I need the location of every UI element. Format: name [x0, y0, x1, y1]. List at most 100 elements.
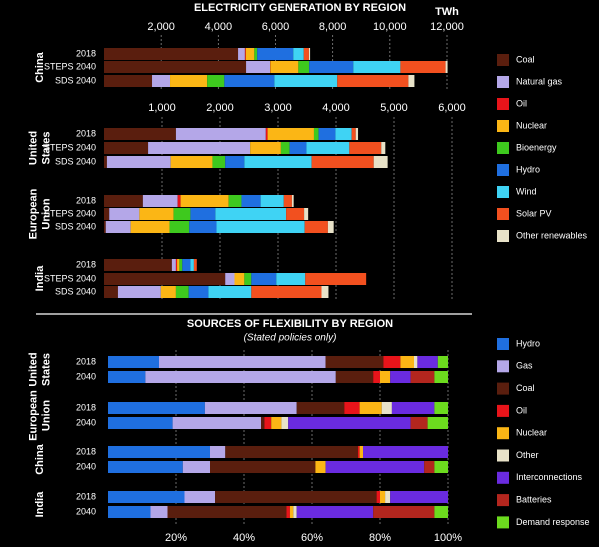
- bar-segment: [344, 402, 360, 414]
- bar-segment: [145, 371, 336, 383]
- bar-segment: [108, 371, 146, 383]
- bar-segment: [117, 286, 161, 298]
- x-tick-label: 8,000: [319, 21, 347, 33]
- bar-segment: [427, 417, 448, 429]
- category-label: SDS 2040: [55, 156, 96, 166]
- bar-segment: [303, 48, 309, 60]
- bar-segment: [381, 402, 392, 414]
- legend-label: Gas: [516, 361, 533, 371]
- bar-segment: [189, 221, 217, 233]
- bar-segment: [335, 371, 374, 383]
- region-label-line: United: [27, 352, 39, 386]
- legend-label: Wind: [516, 186, 537, 196]
- bar-segment: [289, 142, 307, 154]
- legend-swatch: [497, 360, 509, 373]
- bar-segment: [381, 142, 386, 154]
- bar-segment: [373, 371, 380, 383]
- bar-segment: [104, 48, 239, 60]
- legend-swatch: [497, 54, 509, 66]
- bar-segment: [177, 195, 181, 207]
- bar-segment: [108, 417, 173, 429]
- bar-segment: [260, 195, 284, 207]
- bar-segment: [167, 506, 287, 518]
- category-label: 2018: [76, 128, 96, 138]
- bar-segment: [190, 208, 216, 220]
- bar-segment: [225, 273, 235, 285]
- legend-label: Nuclear: [516, 428, 547, 438]
- legend-swatch: [497, 76, 509, 88]
- bar-segment: [408, 75, 415, 87]
- bar-segment: [308, 48, 311, 60]
- x-tick-label: 40%: [233, 532, 255, 544]
- region-label: EuropeanUnion: [27, 188, 52, 239]
- category-label: 2018: [76, 48, 96, 58]
- bar-segment: [177, 259, 180, 271]
- bar-segment: [215, 491, 377, 503]
- x-tick-label: 4,000: [322, 102, 350, 114]
- bar-segment: [385, 491, 391, 503]
- unit-label: TWh: [435, 6, 459, 18]
- region-label-line: China: [34, 443, 46, 474]
- x-tick-label: 60%: [301, 532, 323, 544]
- legend-swatch: [497, 516, 509, 529]
- legend-swatch: [497, 186, 509, 198]
- category-label: 2018: [76, 259, 96, 269]
- bar-segment: [104, 128, 176, 140]
- bar-segment: [400, 356, 414, 368]
- bar-segment: [289, 506, 294, 518]
- bar-segment: [106, 156, 171, 168]
- legend-label: Other renewables: [516, 230, 588, 240]
- region-label-line: Union: [40, 400, 52, 431]
- bar-segment: [373, 506, 435, 518]
- legend-label: Interconnections: [516, 472, 583, 482]
- bar-segment: [291, 195, 294, 207]
- category-label: SDS 2040: [55, 286, 96, 296]
- bar-segment: [170, 156, 213, 168]
- legend-label: Demand response: [516, 517, 590, 527]
- bar-segment: [414, 356, 418, 368]
- bar-segment: [173, 208, 191, 220]
- bar-segment: [179, 259, 183, 271]
- x-tick-label: 5,000: [380, 102, 408, 114]
- x-tick-label: 2,000: [206, 102, 234, 114]
- category-label: SDS 2040: [55, 75, 96, 85]
- bar-segment: [305, 273, 367, 285]
- bar-segment: [261, 417, 265, 429]
- region-label: China: [34, 51, 46, 82]
- x-tick-label: 20%: [165, 532, 187, 544]
- bar-segment: [270, 61, 299, 73]
- bar-segment: [318, 128, 336, 140]
- bar-segment: [337, 75, 409, 87]
- chart-subtitle: (Stated policies only): [244, 333, 337, 344]
- bar-segment: [304, 208, 309, 220]
- region-label-line: European: [27, 188, 39, 239]
- bar-segment: [234, 273, 245, 285]
- region-label: India: [34, 265, 46, 292]
- legend-label: Oil: [516, 98, 527, 108]
- bar-segment: [251, 273, 277, 285]
- bar-segment: [264, 417, 272, 429]
- bar-segment: [150, 506, 168, 518]
- bar-segment: [104, 221, 106, 233]
- bar-segment: [349, 142, 382, 154]
- bar-segment: [160, 286, 176, 298]
- bar-segment: [159, 356, 326, 368]
- bar-segment: [383, 356, 401, 368]
- bar-segment: [104, 156, 107, 168]
- region-label-line: Union: [40, 198, 52, 229]
- bar-segment: [286, 506, 290, 518]
- category-label: 2018: [76, 491, 96, 501]
- legend-label: Oil: [516, 405, 527, 415]
- bar-segment: [257, 48, 294, 60]
- bar-segment: [280, 142, 290, 154]
- legend-swatch: [497, 142, 509, 154]
- bar-segment: [351, 128, 356, 140]
- legend-swatch: [497, 404, 509, 417]
- x-tick-label: 10,000: [373, 21, 407, 33]
- bar-segment: [309, 61, 354, 73]
- bar-segment: [108, 402, 205, 414]
- bar-segment: [437, 356, 448, 368]
- legend-swatch: [497, 449, 509, 462]
- bar-segment: [180, 195, 229, 207]
- bar-segment: [193, 259, 197, 271]
